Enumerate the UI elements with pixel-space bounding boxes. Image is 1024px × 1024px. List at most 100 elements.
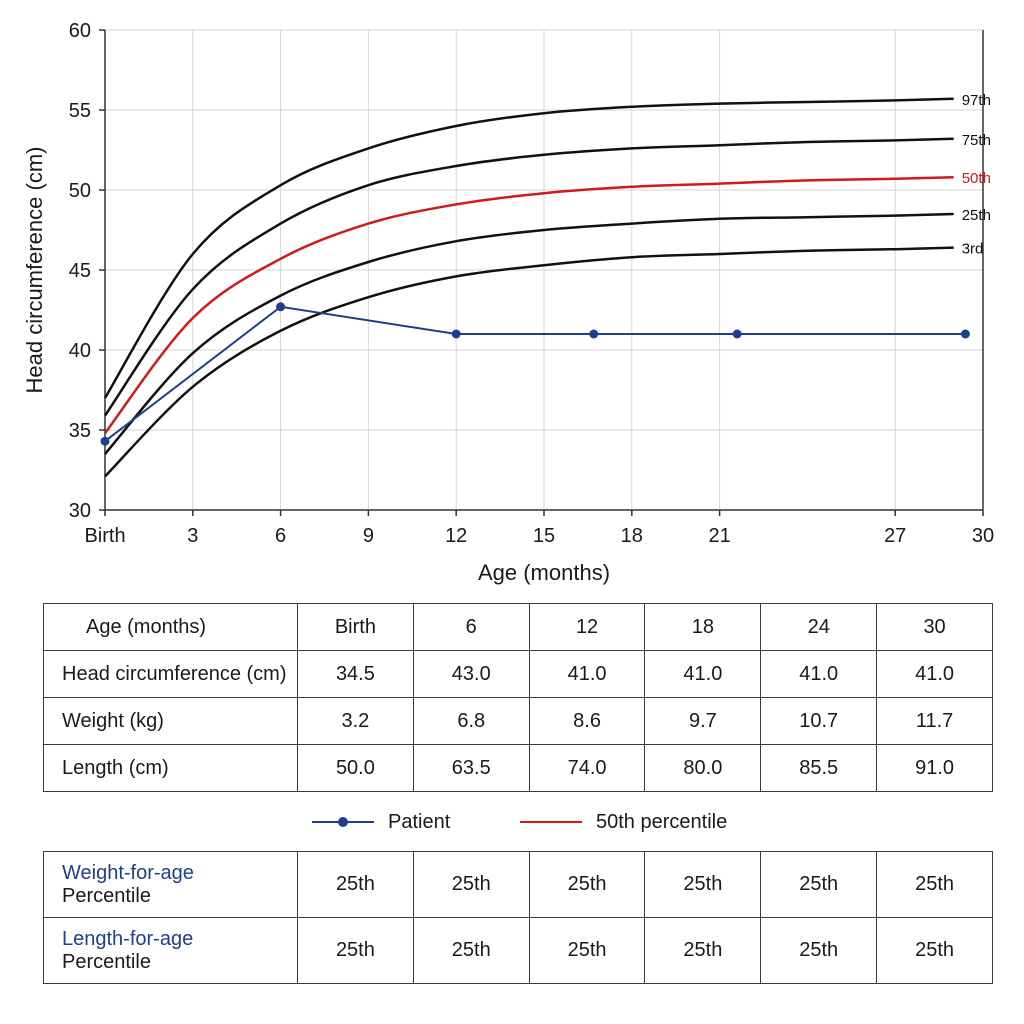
row-header: Length (cm) [43,744,298,792]
percentile-curve-75th [103,137,954,417]
table-cell: 25th [297,917,414,984]
y-tick-label: 45 [69,260,91,282]
legend-label: 50th percentile [596,810,728,833]
patient-point [732,329,742,339]
x-tick-label: 18 [621,525,643,547]
row-header: Length-for-age Percentile [43,917,298,984]
row-header: Head circumference (cm) [43,650,298,698]
curve-label-25th: 25th [962,207,991,224]
table-cell: 50.0 [297,744,414,792]
patient-line [104,305,966,442]
table-cell: 30 [876,603,993,651]
y-axis-title: Head circumference (cm) [22,147,47,394]
x-tick-label: 3 [187,525,198,547]
table-cell: Birth [297,603,414,651]
grid [105,29,984,510]
x-tick-label: 21 [708,525,730,547]
y-tick-label: 30 [69,500,91,522]
x-tick-label: 12 [445,525,467,547]
table-cell: 11.7 [876,697,993,745]
x-tick-label: 27 [884,525,906,547]
percentile-table: Weight-for-age Percentile 25th 25th 25th… [43,851,993,984]
legend-item-patient: Patient [312,806,450,838]
table-cell: 34.5 [297,650,414,698]
legend-median-swatch [520,821,582,823]
table-cell: 6.8 [412,697,530,745]
table-cell: 25th [644,851,762,918]
growth-chart: 30 35 40 45 50 55 60 Birth 3 6 9 12 15 18 21 27 30 Age (m… [22,20,994,585]
y-tick-label: 40 [69,340,91,362]
patient-point [100,436,110,446]
percentile-curves [103,97,954,478]
row-title: Length-for-age [62,927,194,950]
table-cell: 3.2 [297,697,414,745]
x-tick-label: Birth [84,525,125,547]
row-subtitle: Percentile [62,884,151,907]
row-subtitle: Percentile [62,950,151,973]
axis-labels: 30 35 40 45 50 55 60 Birth 3 6 9 12 15 18 21 27 30 Age (m… [22,20,994,585]
patient-point [276,302,286,312]
measurements-table: Age (months) Birth 6 12 18 24 30 Head ci… [43,603,993,792]
table-cell: 25th [876,851,993,918]
legend-label: Patient [388,810,451,833]
patient-point [960,329,970,339]
patient-point [589,329,599,339]
table-cell: 12 [528,603,646,651]
row-title: Weight-for-age [62,861,194,884]
table-row: Weight (kg) 3.2 6.8 8.6 9.7 10.7 11.7 [43,697,993,745]
table-row: Age (months) Birth 6 12 18 24 30 [43,603,993,651]
table-cell: 25th [412,851,530,918]
y-tick-label: 50 [69,180,91,202]
x-axis-title: Age (months) [478,560,610,585]
x-tick-label: 9 [363,525,374,547]
y-tick-label: 60 [69,20,91,42]
table-cell: 25th [876,917,993,984]
table-cell: 24 [760,603,878,651]
chart-legend: Patient 50th percentile [0,806,1024,838]
curve-label-97th: 97th [962,92,991,109]
legend-item-median: 50th percentile [520,806,727,838]
table-cell: 25th [760,851,878,918]
table-cell: 9.7 [644,697,762,745]
patient-series [100,302,970,446]
table-cell: 8.6 [528,697,646,745]
percentile-curve-3rd [104,246,954,478]
percentile-curve-50th [104,175,954,434]
legend-patient-swatch [312,817,374,827]
table-cell: 25th [528,917,646,984]
axes [99,29,984,516]
table-cell: 43.0 [412,650,530,698]
y-tick-label: 55 [69,100,91,122]
table-cell: 74.0 [528,744,646,792]
table-cell: 6 [412,603,530,651]
table-row: Length-for-age Percentile 25th 25th 25th… [43,917,993,984]
table-cell: 25th [644,917,762,984]
table-cell: 91.0 [876,744,993,792]
curve-label-75th: 75th [962,132,991,149]
table-cell: 41.0 [876,650,993,698]
row-header: Weight (kg) [43,697,298,745]
percentile-curve-25th [104,212,954,455]
row-header: Age (months) [43,603,298,651]
table-cell: 25th [412,917,530,984]
table-row: Weight-for-age Percentile 25th 25th 25th… [43,851,993,918]
table-cell: 10.7 [760,697,878,745]
x-tick-label: 15 [533,525,555,547]
row-header: Weight-for-age Percentile [43,851,298,918]
legend-dot-icon [338,817,348,827]
table-cell: 41.0 [528,650,646,698]
table-cell: 41.0 [760,650,878,698]
table-cell: 18 [644,603,762,651]
x-tick-label: 6 [275,525,286,547]
table-cell: 80.0 [644,744,762,792]
table-cell: 25th [297,851,414,918]
curve-label-3rd: 3rd [962,241,984,258]
table-cell: 63.5 [412,744,530,792]
table-cell: 85.5 [760,744,878,792]
table-row: Length (cm) 50.0 63.5 74.0 80.0 85.5 91.… [43,744,993,792]
percentile-curve-97th [103,97,954,399]
y-tick-label: 35 [69,420,91,442]
table-cell: 25th [760,917,878,984]
table-row: Head circumference (cm) 34.5 43.0 41.0 4… [43,650,993,698]
patient-point [451,329,461,339]
